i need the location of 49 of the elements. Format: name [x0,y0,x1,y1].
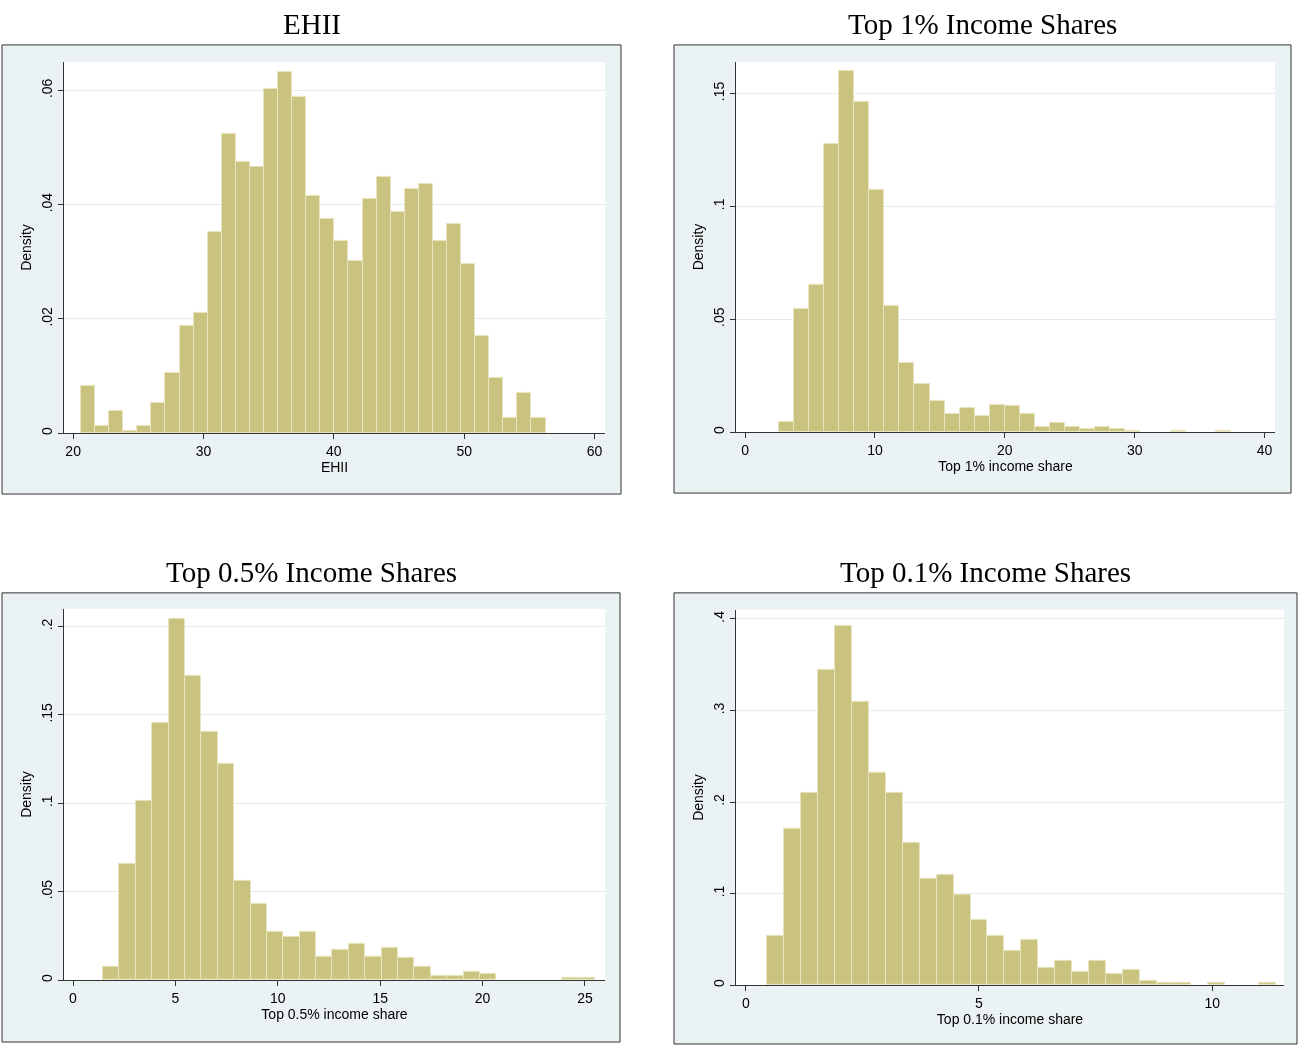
x-tick-label: 0 [741,994,750,1011]
y-tick-label: .4 [711,610,728,623]
y-tick-label: .1 [711,198,728,211]
y-tick-label: .15 [39,702,56,723]
x-axis-title: Top 0.5% income share [261,1005,408,1022]
x-tick-label: 0 [741,441,750,458]
y-axis-title: Density [690,774,706,821]
x-tick-label: 0 [69,989,78,1006]
y-tick-label: .04 [39,192,56,213]
x-tick-label: 60 [586,442,603,459]
y-axis-title: Density [690,223,706,271]
x-tick-label: 30 [195,442,212,459]
y-tick-label: .2 [711,793,728,806]
x-tick-label: 10 [1204,994,1221,1011]
y-tick-label: 0 [39,426,56,435]
y-tick-label: 0 [39,973,56,982]
y-tick-label: .3 [711,702,728,715]
x-axis-title: EHII [320,458,349,475]
x-tick-label: 10 [269,989,286,1006]
x-tick-label: 50 [456,442,473,459]
chart-title: Top 0.5% Income Shares [166,556,458,588]
y-tick-label: .2 [39,618,56,631]
y-axis-title: Density [18,224,34,271]
y-tick-label: .05 [711,307,728,327]
y-tick-label: .06 [39,78,56,99]
y-tick-label: .15 [711,81,728,102]
x-tick-label: 20 [997,441,1013,458]
x-tick-label: 20 [474,989,491,1006]
chart-title: Top 1% Income Shares [848,8,1118,40]
x-tick-label: 40 [1256,441,1273,458]
x-tick-label: 25 [577,989,593,1006]
x-tick-label: 5 [171,989,180,1006]
x-tick-label: 5 [975,994,984,1011]
y-tick-label: 0 [711,425,728,434]
x-axis-title: Top 0.1% income share [936,1010,1084,1027]
x-tick-label: 30 [1126,441,1143,458]
chart-title: EHII [283,8,341,40]
chart-title: Top 0.1% Income Shares [840,556,1132,588]
y-tick-label: 0 [711,978,728,987]
y-axis-title: Density [18,771,34,818]
y-tick-label: .1 [39,795,56,808]
x-axis-title: Top 1% income share [938,457,1074,474]
x-tick-label: 20 [65,442,82,459]
y-tick-label: .05 [39,879,56,900]
x-tick-label: 40 [326,442,342,459]
x-tick-label: 15 [372,989,389,1006]
y-tick-label: .1 [711,885,728,898]
y-tick-label: .02 [39,306,56,327]
x-tick-label: 10 [867,441,883,458]
